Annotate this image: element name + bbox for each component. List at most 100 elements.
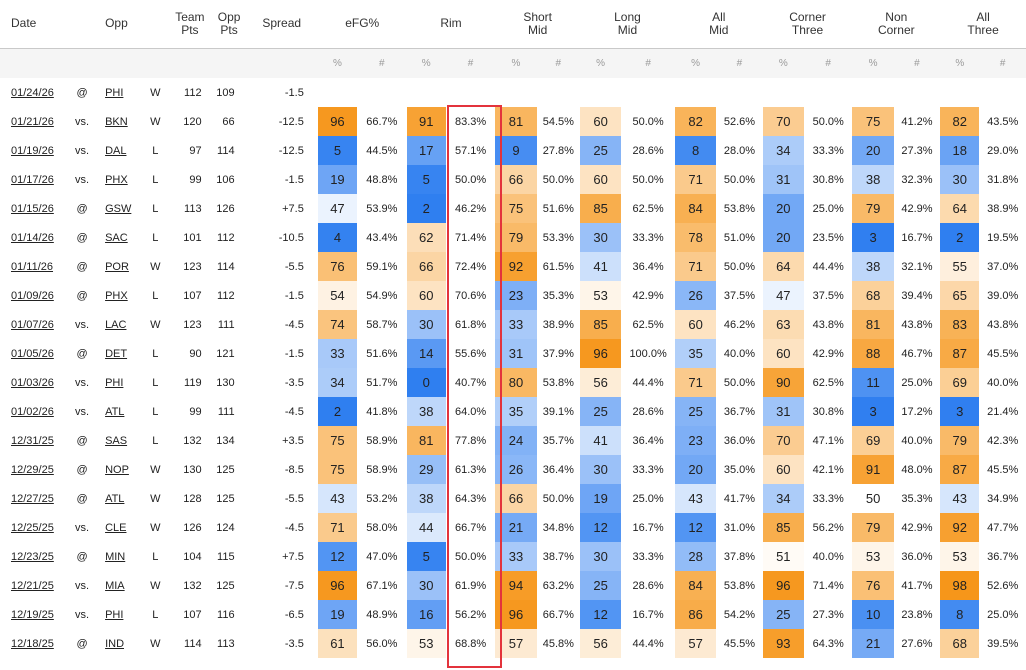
opponent-link[interactable]: DET [105, 347, 128, 360]
table-row[interactable]: 12/25/25 vs. CLE W 126 124 -4.5 71 58.0% 44 66.7% 2… [0, 513, 1026, 542]
game-date-link[interactable]: 01/15/26 [11, 202, 54, 215]
opponent-link[interactable]: NOP [105, 463, 129, 476]
game-date-link[interactable]: 12/23/25 [11, 550, 54, 563]
game-date[interactable]: 01/11/26 [0, 252, 65, 281]
opponent-link[interactable]: GSW [105, 202, 132, 215]
opponent[interactable]: PHX [99, 281, 143, 310]
opponent-link[interactable]: SAC [105, 231, 128, 244]
game-date-link[interactable]: 12/31/25 [11, 434, 54, 447]
game-date-link[interactable]: 01/19/26 [11, 144, 54, 157]
opponent-link[interactable]: ATL [105, 405, 125, 418]
table-row[interactable]: 12/31/25 @ SAS L 132 134 +3.5 75 58.9% 81 77.8% 24 3… [0, 426, 1026, 455]
opponent[interactable]: CLE [99, 513, 143, 542]
game-date-link[interactable]: 01/09/26 [11, 289, 54, 302]
table-row[interactable]: 12/21/25 vs. MIA W 132 125 -7.5 96 67.1% 30 61.9% 9… [0, 571, 1026, 600]
opponent[interactable]: MIA [99, 571, 143, 600]
table-row[interactable]: 01/21/26 vs. BKN W 120 66 -12.5 96 66.7% 91 83.3% 8… [0, 107, 1026, 136]
opponent[interactable]: SAC [99, 223, 143, 252]
table-row[interactable]: 12/23/25 @ MIN L 104 115 +7.5 12 47.0% 5 50.0% 33 38… [0, 542, 1026, 571]
opponent-link[interactable]: PHI [105, 86, 124, 99]
game-date-link[interactable]: 01/03/26 [11, 376, 54, 389]
col-opp[interactable]: Opp [99, 0, 144, 49]
table-row[interactable]: 01/02/26 vs. ATL L 99 111 -4.5 2 41.8% 38 64.0% 35 3… [0, 397, 1026, 426]
col-group-efg[interactable]: eFG% [317, 0, 407, 49]
opponent-link[interactable]: ATL [105, 492, 125, 505]
game-date-link[interactable]: 01/21/26 [11, 115, 54, 128]
game-date[interactable]: 01/02/26 [0, 397, 65, 426]
game-date-link[interactable]: 12/21/25 [11, 579, 54, 592]
col-spread[interactable]: Spread [245, 0, 318, 49]
opponent[interactable]: DAL [99, 136, 143, 165]
opponent[interactable]: ATL [99, 397, 143, 426]
game-date[interactable]: 01/03/26 [0, 368, 65, 397]
table-row[interactable]: 12/18/25 @ IND W 114 113 -3.5 61 56.0% 53 68.8% 57 4… [0, 629, 1026, 658]
col-group-long-mid[interactable]: Long Mid [579, 0, 675, 49]
col-group-all-mid[interactable]: All Mid [674, 0, 763, 49]
opponent[interactable]: PHI [99, 368, 143, 397]
opponent[interactable]: DET [99, 339, 143, 368]
table-row[interactable]: 01/11/26 @ POR W 123 114 -5.5 76 59.1% 66 72.4% 92 6… [0, 252, 1026, 281]
table-row[interactable]: 01/09/26 @ PHX L 107 112 -1.5 54 54.9% 60 70.6% 23 3… [0, 281, 1026, 310]
table-row[interactable]: 01/19/26 vs. DAL L 97 114 -12.5 5 44.5% 17 57.1% 9 2… [0, 136, 1026, 165]
opponent[interactable]: GSW [99, 194, 143, 223]
table-row[interactable]: 01/15/26 @ GSW L 113 126 +7.5 47 53.9% 2 46.2% 75 51… [0, 194, 1026, 223]
game-date[interactable]: 01/19/26 [0, 136, 65, 165]
table-row[interactable]: 01/24/26 @ PHI W 112 109 -1.5 [0, 78, 1026, 107]
opponent[interactable]: PHI [99, 78, 143, 107]
opponent-link[interactable]: DAL [105, 144, 127, 157]
game-date[interactable]: 12/19/25 [0, 600, 65, 629]
game-date[interactable]: 01/15/26 [0, 194, 65, 223]
opponent[interactable]: POR [99, 252, 143, 281]
game-date-link[interactable]: 01/11/26 [11, 260, 54, 273]
opponent-link[interactable]: SAS [105, 434, 128, 447]
game-date[interactable]: 12/27/25 [0, 484, 65, 513]
game-date[interactable]: 01/17/26 [0, 165, 65, 194]
game-date[interactable]: 01/07/26 [0, 310, 65, 339]
opponent-link[interactable]: POR [105, 260, 129, 273]
opponent[interactable]: BKN [99, 107, 143, 136]
game-date-link[interactable]: 01/17/26 [11, 173, 54, 186]
game-date-link[interactable]: 01/14/26 [11, 231, 54, 244]
opponent-link[interactable]: PHX [105, 289, 128, 302]
opponent-link[interactable]: MIA [105, 579, 125, 592]
game-date[interactable]: 01/24/26 [0, 78, 65, 107]
col-date[interactable]: Date [0, 0, 66, 49]
table-row[interactable]: 01/03/26 vs. PHI L 119 130 -3.5 34 51.7% 0 40.7% 80… [0, 368, 1026, 397]
game-date-link[interactable]: 01/05/26 [11, 347, 54, 360]
col-group-all-three[interactable]: All Three [940, 0, 1026, 49]
game-date-link[interactable]: 12/25/25 [11, 521, 54, 534]
table-row[interactable]: 01/05/26 @ DET L 90 121 -1.5 33 51.6% 14 55.6% 31 37… [0, 339, 1026, 368]
table-row[interactable]: 12/19/25 vs. PHI L 107 116 -6.5 19 48.9% 16 56.2% 9… [0, 600, 1026, 629]
game-date-link[interactable]: 01/02/26 [11, 405, 54, 418]
col-group-corner-three[interactable]: Corner Three [762, 0, 853, 49]
opponent[interactable]: PHX [99, 165, 143, 194]
game-date[interactable]: 01/21/26 [0, 107, 65, 136]
col-team-pts[interactable]: Team Pts [167, 0, 213, 49]
game-date[interactable]: 01/05/26 [0, 339, 65, 368]
opponent[interactable]: MIN [99, 542, 143, 571]
game-date[interactable]: 12/25/25 [0, 513, 65, 542]
opponent[interactable]: PHI [99, 600, 143, 629]
opponent-link[interactable]: PHI [105, 608, 124, 621]
table-row[interactable]: 01/07/26 vs. LAC W 123 111 -4.5 74 58.7% 30 61.8% 3… [0, 310, 1026, 339]
opponent[interactable]: IND [99, 629, 143, 658]
opponent-link[interactable]: IND [105, 637, 125, 650]
game-date-link[interactable]: 12/18/25 [11, 637, 54, 650]
game-date-link[interactable]: 12/27/25 [11, 492, 54, 505]
game-date[interactable]: 12/18/25 [0, 629, 65, 658]
opponent[interactable]: LAC [99, 310, 143, 339]
table-row[interactable]: 01/14/26 @ SAC L 101 112 -10.5 4 43.4% 62 71.4% 79 5… [0, 223, 1026, 252]
game-date-link[interactable]: 01/24/26 [11, 86, 54, 99]
col-group-rim[interactable]: Rim [406, 0, 496, 49]
col-opp-pts[interactable]: Opp Pts [212, 0, 246, 49]
game-date[interactable]: 12/23/25 [0, 542, 65, 571]
game-date[interactable]: 12/31/25 [0, 426, 65, 455]
game-date[interactable]: 01/09/26 [0, 281, 65, 310]
game-date[interactable]: 01/14/26 [0, 223, 65, 252]
opponent-link[interactable]: MIN [105, 550, 126, 563]
game-date[interactable]: 12/21/25 [0, 571, 65, 600]
opponent[interactable]: ATL [99, 484, 143, 513]
table-row[interactable]: 12/27/25 @ ATL W 128 125 -5.5 43 53.2% 38 64.3% 66 5… [0, 484, 1026, 513]
table-row[interactable]: 01/17/26 vs. PHX L 99 106 -1.5 19 48.8% 5 50.0% 66 5… [0, 165, 1026, 194]
opponent-link[interactable]: CLE [105, 521, 127, 534]
